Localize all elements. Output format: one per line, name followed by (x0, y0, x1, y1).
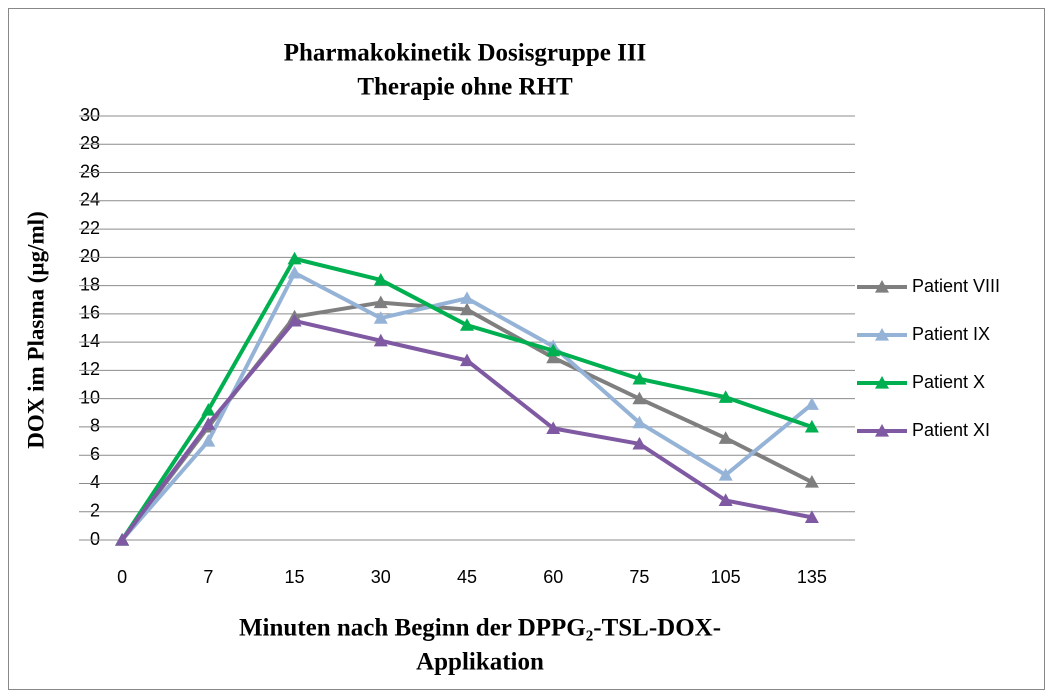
point-marker (718, 493, 733, 507)
point-marker (287, 251, 302, 265)
x-tick-label: 0 (117, 567, 127, 587)
y-tick-label: 18 (80, 274, 100, 294)
y-tick-label: 14 (80, 331, 100, 351)
point-marker (632, 415, 647, 429)
point-marker (373, 311, 388, 324)
chart-subtitle: Therapie ohne RHT (357, 74, 573, 101)
x-axis-label: Minuten nach Beginn der DPPG₂-TSL-DOX- (239, 615, 721, 642)
x-axis-label: Applikation (416, 649, 544, 676)
y-tick-label: 2 (90, 500, 100, 520)
point-marker (632, 371, 647, 385)
legend-marker (875, 280, 889, 293)
y-tick-label: 20 (80, 246, 100, 266)
x-tick-label: 135 (797, 567, 827, 587)
point-marker (632, 391, 647, 405)
x-tick-label: 15 (285, 567, 305, 587)
point-marker (460, 353, 474, 367)
y-tick-label: 26 (80, 161, 100, 181)
point-marker (546, 343, 561, 357)
x-tick-label: 105 (711, 567, 741, 587)
point-marker (546, 350, 561, 364)
y-tick-label: 24 (80, 190, 100, 210)
y-tick-label: 0 (90, 529, 100, 549)
chart-border (8, 8, 1045, 690)
point-marker (373, 295, 388, 309)
point-marker (460, 318, 474, 331)
point-marker (804, 397, 819, 410)
y-tick-label: 16 (80, 303, 100, 323)
y-tick-label: 10 (80, 387, 100, 407)
point-marker (373, 333, 388, 347)
chart-title: Pharmakokinetik Dosisgruppe III (284, 40, 647, 67)
y-tick-label: 6 (90, 444, 100, 464)
legend-marker (875, 424, 889, 437)
point-marker (201, 434, 216, 447)
legend-label: Patient VIII (912, 276, 1000, 296)
point-marker (804, 419, 819, 433)
point-marker (460, 302, 474, 316)
x-tick-label: 45 (457, 567, 477, 587)
point-marker (287, 313, 302, 327)
y-tick-label: 8 (90, 416, 100, 436)
point-marker (804, 475, 819, 488)
x-tick-label: 75 (629, 567, 649, 587)
x-tick-label: 60 (543, 567, 563, 587)
point-marker (373, 272, 388, 286)
y-tick-label: 28 (80, 133, 100, 153)
point-marker (546, 421, 561, 434)
point-marker (718, 431, 733, 444)
y-tick-label: 4 (90, 472, 100, 492)
point-marker (460, 291, 474, 304)
point-marker (201, 417, 216, 430)
point-marker (632, 436, 647, 450)
point-marker (718, 390, 733, 403)
y-tick-label: 30 (80, 105, 100, 125)
legend-label: Patient X (912, 372, 985, 392)
y-tick-label: 22 (80, 218, 100, 238)
y-tick-label: 12 (80, 359, 100, 379)
point-marker (804, 510, 819, 523)
x-tick-label: 30 (371, 567, 391, 587)
point-marker (718, 467, 733, 481)
y-axis-label: DOX im Plasma (µg/ml) (23, 211, 48, 448)
point-marker (115, 533, 130, 546)
legend-label: Patient IX (912, 324, 990, 344)
point-marker (287, 265, 302, 279)
point-marker (201, 402, 216, 416)
x-tick-label: 7 (203, 567, 213, 587)
legend-label: Patient XI (912, 420, 990, 440)
legend-marker (875, 376, 889, 389)
legend-marker (875, 328, 889, 341)
